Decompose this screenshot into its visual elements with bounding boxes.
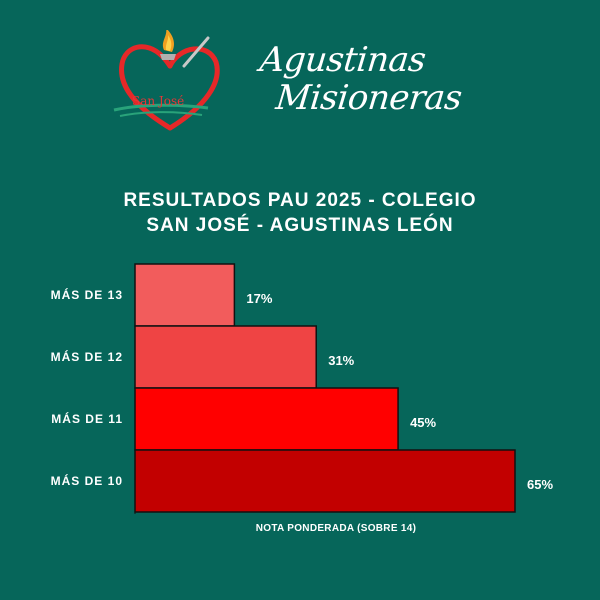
logo: San José Agustinas Misioneras — [110, 30, 464, 140]
bar-1 — [134, 263, 236, 327]
value-label-2: 31% — [328, 353, 354, 368]
value-label-4: 65% — [527, 477, 553, 492]
bar-2 — [134, 325, 317, 389]
value-label-3: 45% — [410, 415, 436, 430]
bar-4 — [134, 449, 516, 513]
category-label-4: MÁS DE 10 — [51, 473, 123, 488]
heart-logo-icon — [113, 30, 220, 131]
chart-title-line-2: SAN JOSÉ - AGUSTINAS LEÓN — [146, 215, 454, 236]
category-label-2: MÁS DE 12 — [51, 349, 123, 364]
chart-title-line-1: RESULTADOS PAU 2025 - COLEGIO — [123, 190, 477, 211]
category-label-1: MÁS DE 13 — [51, 287, 123, 302]
value-label-1: 17% — [246, 291, 272, 306]
logo-caption: San José — [132, 94, 185, 108]
x-axis-label: NOTA PONDERADA (SOBRE 14) — [256, 523, 416, 534]
bar-3 — [134, 387, 399, 451]
category-label-3: MÁS DE 11 — [51, 411, 123, 426]
